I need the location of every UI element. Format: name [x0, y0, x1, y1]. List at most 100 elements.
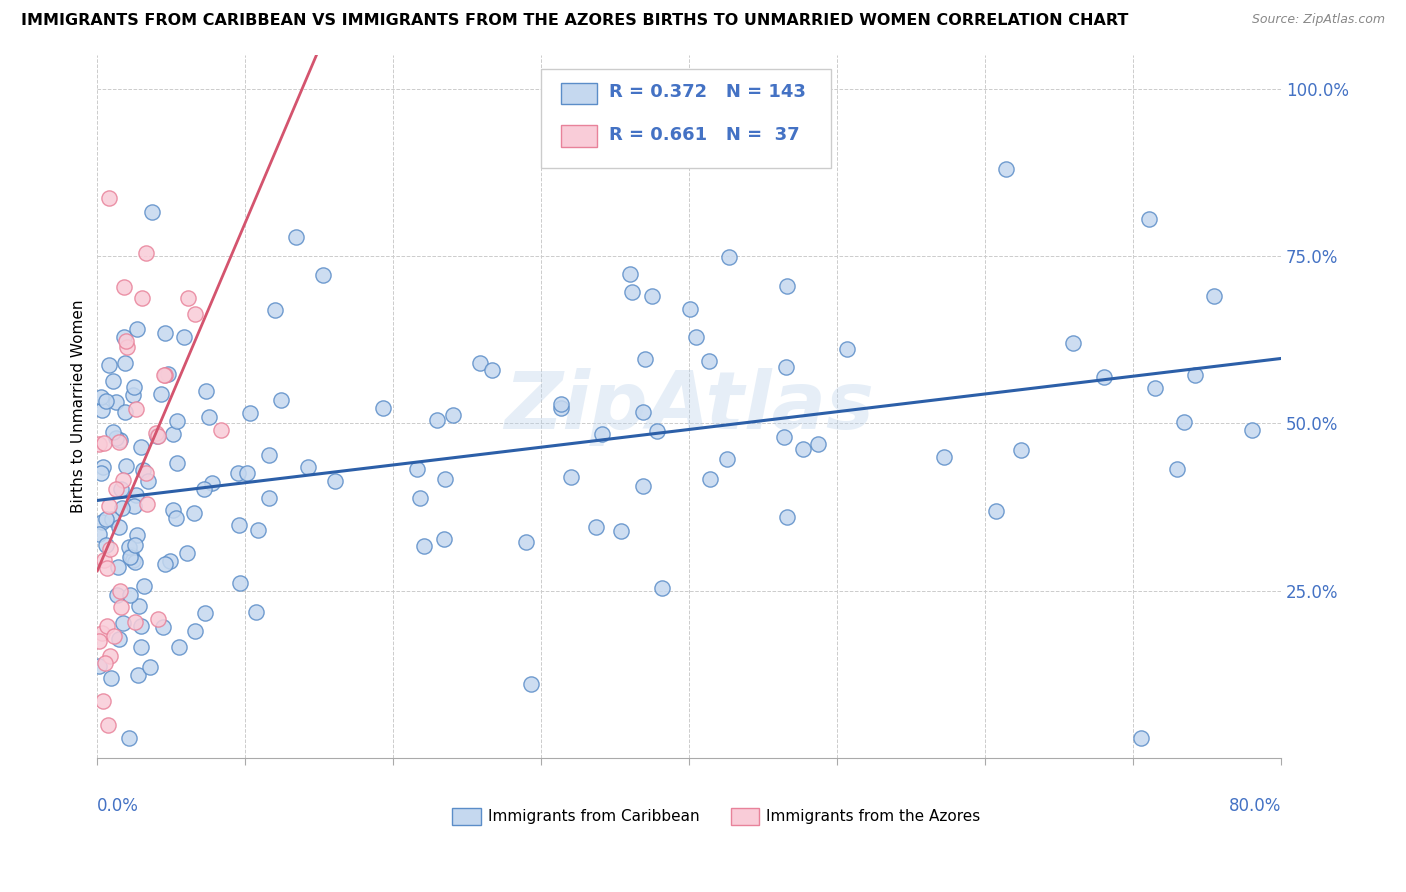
Point [87, 633, 110, 648]
Point [560, 470, 582, 484]
Point [141, 205, 163, 219]
Point [122, 387, 145, 401]
Point [98, 499, 121, 513]
FancyBboxPatch shape [453, 808, 481, 825]
Point [112, 615, 135, 630]
Point [107, 588, 129, 602]
Point [716, 451, 738, 466]
Point [129, 640, 152, 654]
Point [166, 414, 188, 428]
Text: 0.0%: 0.0% [97, 797, 139, 815]
Point [110, 600, 132, 615]
Point [108, 632, 131, 646]
Point [434, 472, 457, 486]
Point [114, 459, 136, 474]
Point [118, 731, 141, 746]
Point [159, 554, 181, 568]
Point [226, 467, 249, 481]
Point [591, 427, 613, 442]
Point [257, 448, 280, 462]
Point [717, 250, 740, 264]
Point [103, 630, 125, 644]
Point [152, 368, 174, 383]
Point [610, 524, 633, 538]
Text: R = 0.661   N =  37: R = 0.661 N = 37 [609, 126, 799, 144]
Point [409, 491, 432, 506]
Point [100, 512, 122, 526]
Point [441, 408, 464, 422]
Point [118, 550, 141, 565]
Point [312, 268, 335, 283]
Point [619, 267, 641, 281]
Point [986, 504, 1008, 518]
Point [685, 330, 707, 344]
Point [93, 552, 115, 566]
Point [91, 403, 114, 417]
Point [1202, 289, 1225, 303]
Point [90, 390, 112, 404]
Text: IMMIGRANTS FROM CARIBBEAN VS IMMIGRANTS FROM THE AZORES BIRTHS TO UNMARRIED WOME: IMMIGRANTS FROM CARIBBEAN VS IMMIGRANTS … [21, 13, 1129, 29]
Point [152, 620, 174, 634]
Point [96, 561, 118, 575]
Point [108, 434, 131, 449]
Point [1129, 731, 1152, 746]
Point [135, 245, 157, 260]
Point [165, 511, 187, 525]
Point [125, 322, 148, 336]
Point [94, 393, 117, 408]
Point [209, 423, 232, 437]
Point [149, 387, 172, 401]
Point [129, 619, 152, 633]
Point [93, 656, 115, 670]
Point [120, 588, 142, 602]
Point [93, 436, 115, 450]
Point [108, 519, 131, 533]
Point [1137, 212, 1160, 227]
Point [585, 520, 607, 534]
FancyBboxPatch shape [561, 83, 596, 104]
Point [127, 528, 149, 542]
Point [153, 326, 176, 341]
Point [134, 578, 156, 592]
Point [634, 351, 657, 366]
Point [773, 430, 796, 444]
Point [98, 649, 121, 664]
Point [371, 401, 394, 416]
Point [122, 499, 145, 513]
Point [121, 548, 143, 562]
Point [115, 340, 138, 354]
Point [114, 356, 136, 370]
Text: Immigrants from Caribbean: Immigrants from Caribbean [488, 809, 700, 824]
Text: Immigrants from the Azores: Immigrants from the Azores [766, 809, 980, 824]
Text: 80.0%: 80.0% [1229, 797, 1281, 815]
Point [124, 537, 146, 551]
FancyBboxPatch shape [541, 70, 831, 168]
Point [94, 512, 117, 526]
Point [284, 229, 307, 244]
Point [111, 501, 134, 516]
Point [148, 428, 170, 442]
Point [108, 584, 131, 599]
Point [425, 413, 447, 427]
Point [239, 406, 262, 420]
Point [124, 401, 146, 416]
Point [193, 482, 215, 496]
Point [932, 450, 955, 465]
Point [481, 363, 503, 377]
Point [131, 291, 153, 305]
Point [651, 581, 673, 595]
Point [111, 473, 134, 487]
Point [1173, 416, 1195, 430]
Point [90, 515, 112, 529]
Point [128, 599, 150, 613]
Point [647, 425, 669, 439]
Point [94, 538, 117, 552]
Point [433, 532, 456, 546]
Point [776, 510, 799, 524]
Point [201, 475, 224, 490]
Point [122, 380, 145, 394]
Point [641, 288, 664, 302]
Point [1092, 369, 1115, 384]
Point [139, 660, 162, 674]
Point [153, 368, 176, 382]
